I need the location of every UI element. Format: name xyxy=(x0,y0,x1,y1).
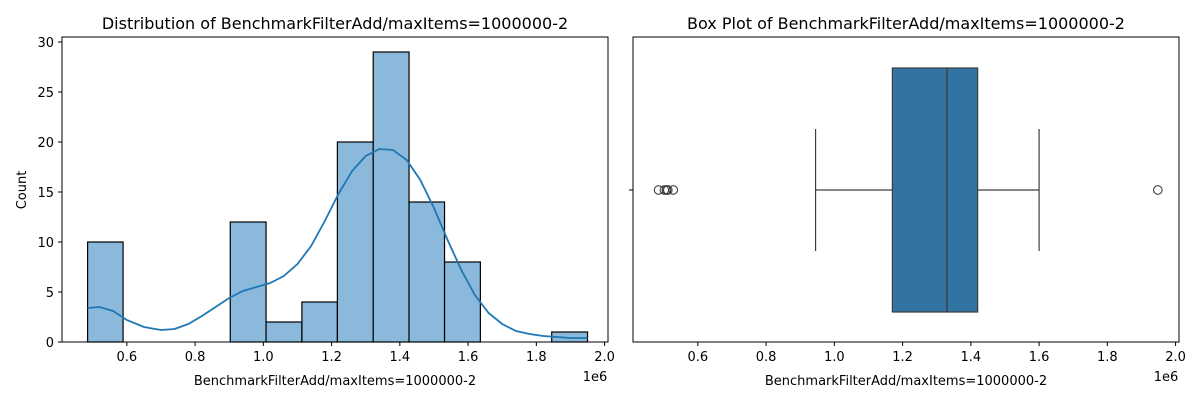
x-tick-label: 2.0 xyxy=(1165,350,1186,365)
histogram-bar xyxy=(443,261,481,343)
x-tick-label: 1.0 xyxy=(253,350,274,365)
x-tick-label: 0.6 xyxy=(116,350,137,365)
histogram-bar xyxy=(229,221,267,343)
y-tick-label: 5 xyxy=(46,286,54,301)
boxplot-x-axis-label: BenchmarkFilterAdd/maxItems=1000000-2 xyxy=(765,374,1047,389)
x-tick-label: 1.0 xyxy=(824,350,845,365)
x-tick-label: 1.8 xyxy=(1097,350,1118,365)
y-tick-label: 25 xyxy=(37,86,54,101)
histogram-frame xyxy=(61,36,609,343)
histogram-x-axis-label: BenchmarkFilterAdd/maxItems=1000000-2 xyxy=(194,374,476,389)
iqr-box xyxy=(891,67,979,313)
outlier-point xyxy=(1152,185,1163,195)
histogram-bar xyxy=(301,301,338,343)
histogram-x-offset-label: 1e6 xyxy=(583,370,608,385)
y-tick-label: 30 xyxy=(37,36,54,51)
x-tick-label: 1.6 xyxy=(458,350,479,365)
x-tick-label: 1.2 xyxy=(892,350,913,365)
histogram-bar xyxy=(336,141,374,343)
histogram-plot-area: 0.6 0.8 1.0 1.2 1.4 1.6 1.8 2.0 0 5 10 15 20 25 30 xyxy=(37,36,614,365)
x-tick-label: 1.4 xyxy=(389,350,410,365)
x-tick-label: 0.8 xyxy=(756,350,777,365)
x-tick-label: 1.6 xyxy=(1029,350,1050,365)
histogram-bar xyxy=(86,241,124,343)
boxplot-title: Box Plot of BenchmarkFilterAdd/maxItems=… xyxy=(687,14,1125,33)
histogram-panel: Distribution of BenchmarkFilterAdd/maxIt… xyxy=(15,14,615,389)
histogram-bar xyxy=(265,321,303,343)
outlier-point xyxy=(668,185,679,195)
boxplot-plot-area: 0.6 0.8 1.0 1.2 1.4 1.6 1.8 2.0 xyxy=(629,36,1186,365)
y-tick-label: 20 xyxy=(37,136,54,151)
histogram-bar xyxy=(408,201,446,343)
y-tick-label: 10 xyxy=(37,236,54,251)
x-tick-label: 0.6 xyxy=(687,350,708,365)
x-tick-label: 0.8 xyxy=(185,350,206,365)
y-tick-label: 0 xyxy=(46,336,54,351)
outlier-point xyxy=(653,185,664,195)
histogram-y-axis-label: Count xyxy=(15,171,30,210)
outlier-point xyxy=(662,185,673,195)
histogram-title: Distribution of BenchmarkFilterAdd/maxIt… xyxy=(102,14,568,33)
y-tick-label: 15 xyxy=(37,186,54,201)
x-tick-label: 1.8 xyxy=(526,350,547,365)
x-tick-label: 1.4 xyxy=(960,350,981,365)
x-tick-label: 2.0 xyxy=(594,350,615,365)
boxplot-x-offset-label: 1e6 xyxy=(1154,370,1179,385)
x-tick-label: 1.2 xyxy=(321,350,342,365)
boxplot-panel: Box Plot of BenchmarkFilterAdd/maxItems=… xyxy=(629,14,1186,389)
kde-curve xyxy=(87,148,588,339)
histogram-bar xyxy=(372,51,410,343)
